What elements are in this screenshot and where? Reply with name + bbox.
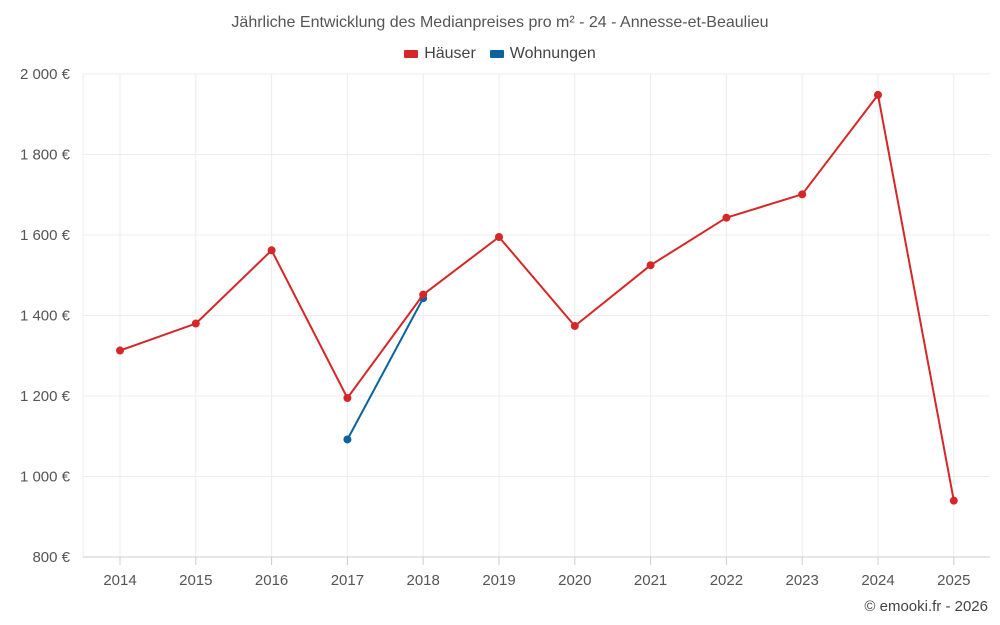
y-tick-label: 1 800 €	[20, 147, 71, 164]
x-tick-label: 2016	[255, 572, 288, 589]
y-tick-label: 2 000 €	[20, 66, 71, 83]
data-point-haeuser	[191, 319, 200, 328]
x-tick-label: 2021	[634, 572, 667, 589]
legend-swatch-wohnungen	[489, 50, 504, 58]
chart-title: Jährliche Entwicklung des Medianpreises …	[231, 14, 769, 31]
data-point-haeuser	[116, 346, 124, 355]
y-tick-label: 1 600 €	[20, 227, 71, 244]
x-tick-label: 2015	[179, 572, 212, 589]
legend: Häuser Wohnungen	[0, 45, 1000, 63]
y-tick-label: 1 200 €	[20, 388, 71, 405]
data-point-haeuser	[570, 321, 579, 330]
x-tick-label: 2018	[407, 572, 440, 589]
x-tick-label: 2023	[786, 572, 819, 589]
data-point-wohnungen	[343, 435, 352, 444]
credit-text: © emooki.fr - 2026	[864, 598, 988, 615]
legend-swatch-haeuser	[404, 50, 419, 58]
legend-label-haeuser: Häuser	[424, 45, 476, 62]
data-point-haeuser	[267, 246, 276, 255]
x-tick-label: 2014	[103, 572, 136, 589]
legend-item-wohnungen[interactable]: Wohnungen	[489, 45, 596, 63]
legend-item-haeuser[interactable]: Häuser	[404, 45, 476, 63]
series-line-haeuser	[119, 93, 955, 501]
y-tick-label: 800 €	[32, 549, 70, 566]
data-point-haeuser	[419, 290, 428, 299]
series-line-wohnungen	[346, 297, 425, 440]
legend-label-wohnungen: Wohnungen	[509, 45, 596, 62]
x-tick-label: 2019	[482, 572, 515, 589]
data-point-haeuser	[798, 190, 807, 199]
x-tick-label: 2025	[937, 572, 970, 589]
data-point-haeuser	[722, 213, 731, 222]
data-point-haeuser	[646, 261, 655, 270]
x-tick-label: 2024	[861, 572, 894, 589]
data-point-haeuser	[949, 496, 958, 505]
data-point-haeuser	[343, 394, 352, 403]
y-tick-label: 1 000 €	[20, 469, 71, 486]
x-tick-label: 2020	[558, 572, 591, 589]
x-tick-label: 2017	[331, 572, 364, 589]
data-point-haeuser	[495, 233, 503, 242]
data-point-haeuser	[874, 90, 882, 99]
x-tick-label: 2022	[710, 572, 743, 589]
y-tick-label: 1 400 €	[20, 308, 71, 325]
